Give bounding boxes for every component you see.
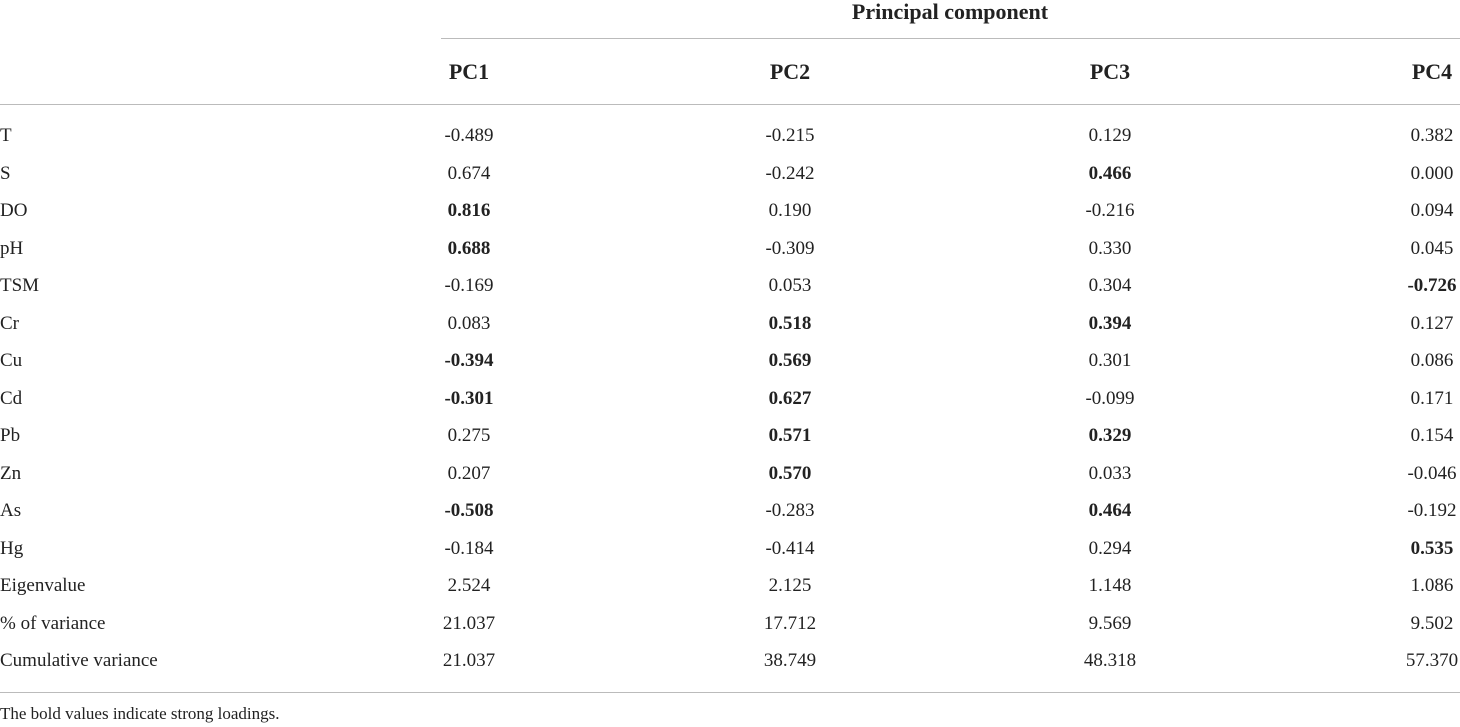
cell: -0.394 (444, 350, 494, 371)
cell: 0.129 (1088, 125, 1132, 146)
row-label: TSM (0, 275, 40, 296)
bottom-rule (0, 692, 1460, 693)
cell: -0.192 (1407, 500, 1457, 521)
row-label: Cumulative variance (0, 650, 158, 671)
column-header: PC1 (448, 59, 490, 84)
cell: 0.000 (1410, 162, 1454, 184)
header-rule (0, 104, 1460, 105)
cell: -0.184 (444, 537, 494, 559)
cell: 0.045 (1410, 237, 1454, 259)
cell: 0.086 (1410, 350, 1454, 371)
row-label: Zn (0, 462, 22, 484)
cell: 0.053 (768, 275, 812, 296)
row-label: Hg (0, 537, 24, 559)
cell: 0.304 (1088, 275, 1132, 296)
cell: 2.524 (447, 575, 491, 596)
cell: 2.125 (768, 575, 812, 596)
cell: 0.816 (447, 200, 491, 221)
cell: 57.370 (1405, 650, 1459, 671)
column-header: PC3 (1089, 59, 1131, 84)
cell: 0.518 (768, 312, 812, 334)
cell: 0.466 (1088, 162, 1132, 184)
row-label: Eigenvalue (0, 575, 86, 596)
cell: 0.570 (768, 462, 812, 484)
cell: 0.127 (1410, 312, 1454, 334)
cell: 0.569 (768, 350, 812, 371)
cell: 0.330 (1088, 237, 1132, 259)
cell: 0.382 (1410, 125, 1454, 146)
column-header: PC4 (1411, 59, 1453, 84)
row-label: Cd (0, 387, 23, 409)
row-label: Pb (0, 425, 21, 446)
footnote: The bold values indicate strong loadings… (0, 704, 280, 723)
cell: 0.394 (1088, 312, 1132, 334)
cell: 21.037 (442, 612, 496, 634)
cell: 9.502 (1410, 612, 1454, 634)
cell: 1.086 (1410, 575, 1454, 596)
cell: -0.283 (765, 500, 815, 521)
cell: 48.318 (1083, 650, 1137, 671)
row-label: Cr (0, 312, 19, 334)
row-label: pH (0, 237, 24, 259)
cell: -0.216 (1085, 200, 1135, 221)
cell: -0.489 (444, 125, 494, 146)
cell: 0.033 (1088, 462, 1132, 484)
row-label: Cu (0, 350, 23, 371)
row-label: % of variance (0, 612, 106, 634)
cell: 0.535 (1410, 537, 1454, 559)
cell: 0.294 (1088, 537, 1132, 559)
cell: 17.712 (763, 612, 817, 634)
cell: 9.569 (1088, 612, 1132, 634)
cell: 0.207 (447, 462, 491, 484)
cell: 0.571 (768, 425, 812, 446)
cell: -0.726 (1407, 275, 1457, 296)
row-label: S (0, 162, 11, 184)
cell: -0.301 (444, 387, 494, 409)
group-rule (441, 38, 1460, 39)
row-label: DO (0, 200, 28, 221)
cell: 0.275 (447, 425, 491, 446)
cell: 0.301 (1088, 350, 1132, 371)
cell: 0.627 (768, 387, 812, 409)
cell: 0.154 (1410, 425, 1454, 446)
row-label: As (0, 500, 22, 521)
row-label: T (0, 125, 12, 146)
cell: -0.169 (444, 275, 494, 296)
cell: 0.171 (1410, 387, 1454, 409)
cell: 21.037 (442, 650, 496, 671)
cell: 0.083 (447, 312, 491, 334)
cell: -0.046 (1407, 462, 1457, 484)
cell: -0.309 (765, 237, 815, 259)
cell: -0.414 (765, 537, 815, 559)
cell: 38.749 (763, 650, 817, 671)
cell: 0.688 (447, 237, 491, 259)
cell: -0.242 (765, 162, 815, 184)
cell: 0.190 (768, 200, 812, 221)
cell: 0.674 (447, 162, 491, 184)
group-header: Principal component (851, 0, 1049, 24)
cell: 0.329 (1088, 425, 1132, 446)
cell: 0.094 (1410, 200, 1454, 221)
cell: 1.148 (1088, 575, 1132, 596)
cell: -0.215 (765, 125, 815, 146)
cell: -0.508 (444, 500, 494, 521)
cell: 0.464 (1088, 500, 1132, 521)
cell: -0.099 (1085, 387, 1135, 409)
column-header: PC2 (769, 59, 811, 84)
